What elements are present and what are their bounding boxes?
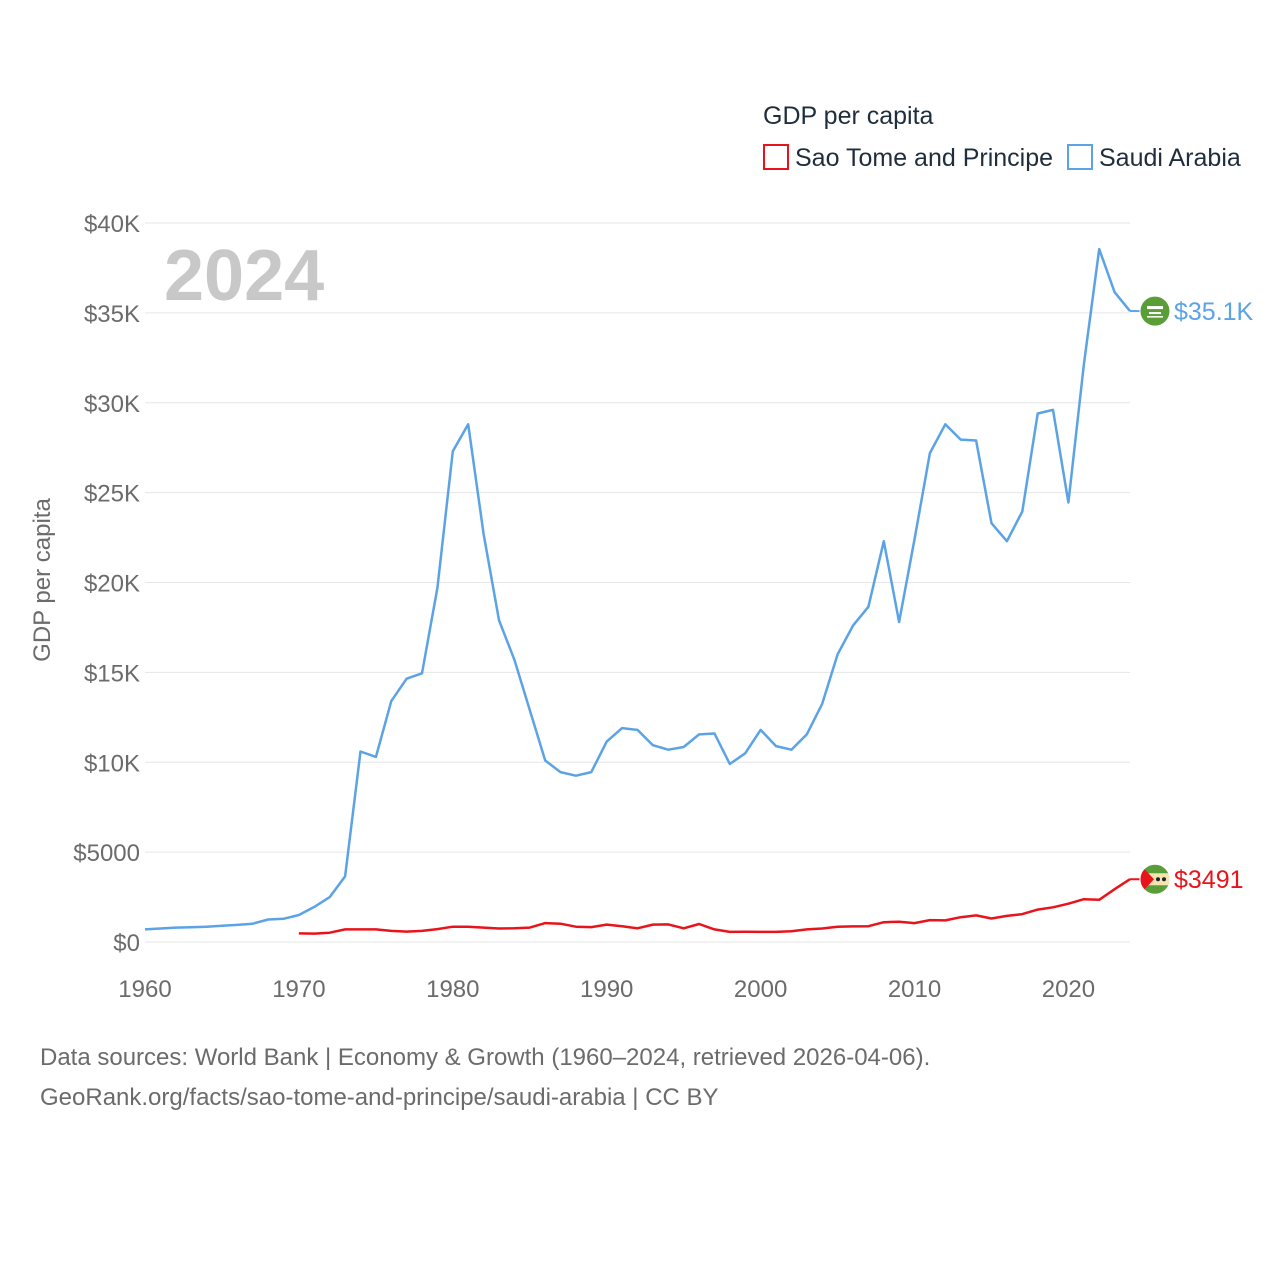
x-tick-label: 1980: [426, 976, 479, 1003]
sao-tome-flag-icon: [1139, 863, 1171, 895]
x-axis-ticks: 1960 1970 1980 1990 2000 2010 2020: [118, 976, 1095, 1003]
series-line-sao-tome-and-principe[interactable]: [298, 878, 1131, 935]
x-tick-label: 1960: [118, 976, 171, 1003]
end-value-label-saudi-arabia: $35.1K: [1174, 298, 1254, 326]
y-axis-ticks: $0 $5000 $10K $15K $20K $25K $30K $35K $40K: [73, 211, 140, 957]
x-tick-label: 1990: [580, 976, 633, 1003]
y-tick-label: $40K: [84, 211, 140, 238]
y-tick-label: $35K: [84, 301, 140, 328]
legend-swatch-saudi-arabia[interactable]: [1067, 144, 1093, 170]
gridlines: [145, 222, 1130, 943]
legend: GDP per capita Sao Tome and Principe Sau…: [763, 102, 1241, 172]
footer-attribution[interactable]: GeoRank.org/facts/sao-tome-and-principe/…: [40, 1084, 719, 1111]
y-axis-title: GDP per capita: [29, 498, 56, 662]
end-markers: $3491 $35.1K: [1130, 295, 1254, 895]
x-tick-label: 2000: [734, 976, 787, 1003]
x-tick-label: 1970: [272, 976, 325, 1003]
y-tick-label: $25K: [84, 481, 140, 508]
series-line-saudi-arabia[interactable]: [144, 247, 1131, 931]
y-tick-label: $10K: [84, 750, 140, 777]
y-tick-label: $30K: [84, 391, 140, 418]
legend-swatch-sao-tome[interactable]: [763, 144, 789, 170]
saudi-arabia-flag-icon: [1139, 295, 1171, 327]
legend-label-saudi-arabia[interactable]: Saudi Arabia: [1099, 144, 1241, 172]
x-tick-label: 2020: [1042, 976, 1095, 1003]
x-tick-label: 2010: [888, 976, 941, 1003]
legend-label-sao-tome[interactable]: Sao Tome and Principe: [795, 144, 1053, 172]
end-value-label-sao-tome-and-principe: $3491: [1174, 866, 1244, 894]
y-tick-label: $20K: [84, 571, 140, 598]
legend-title: GDP per capita: [763, 102, 934, 130]
footer-sources: Data sources: World Bank | Economy & Gro…: [40, 1044, 931, 1071]
year-watermark: 2024: [164, 236, 324, 316]
y-tick-label: $0: [113, 930, 140, 957]
series-lines: [144, 247, 1131, 935]
y-tick-label: $15K: [84, 660, 140, 687]
y-tick-label: $5000: [73, 840, 140, 867]
